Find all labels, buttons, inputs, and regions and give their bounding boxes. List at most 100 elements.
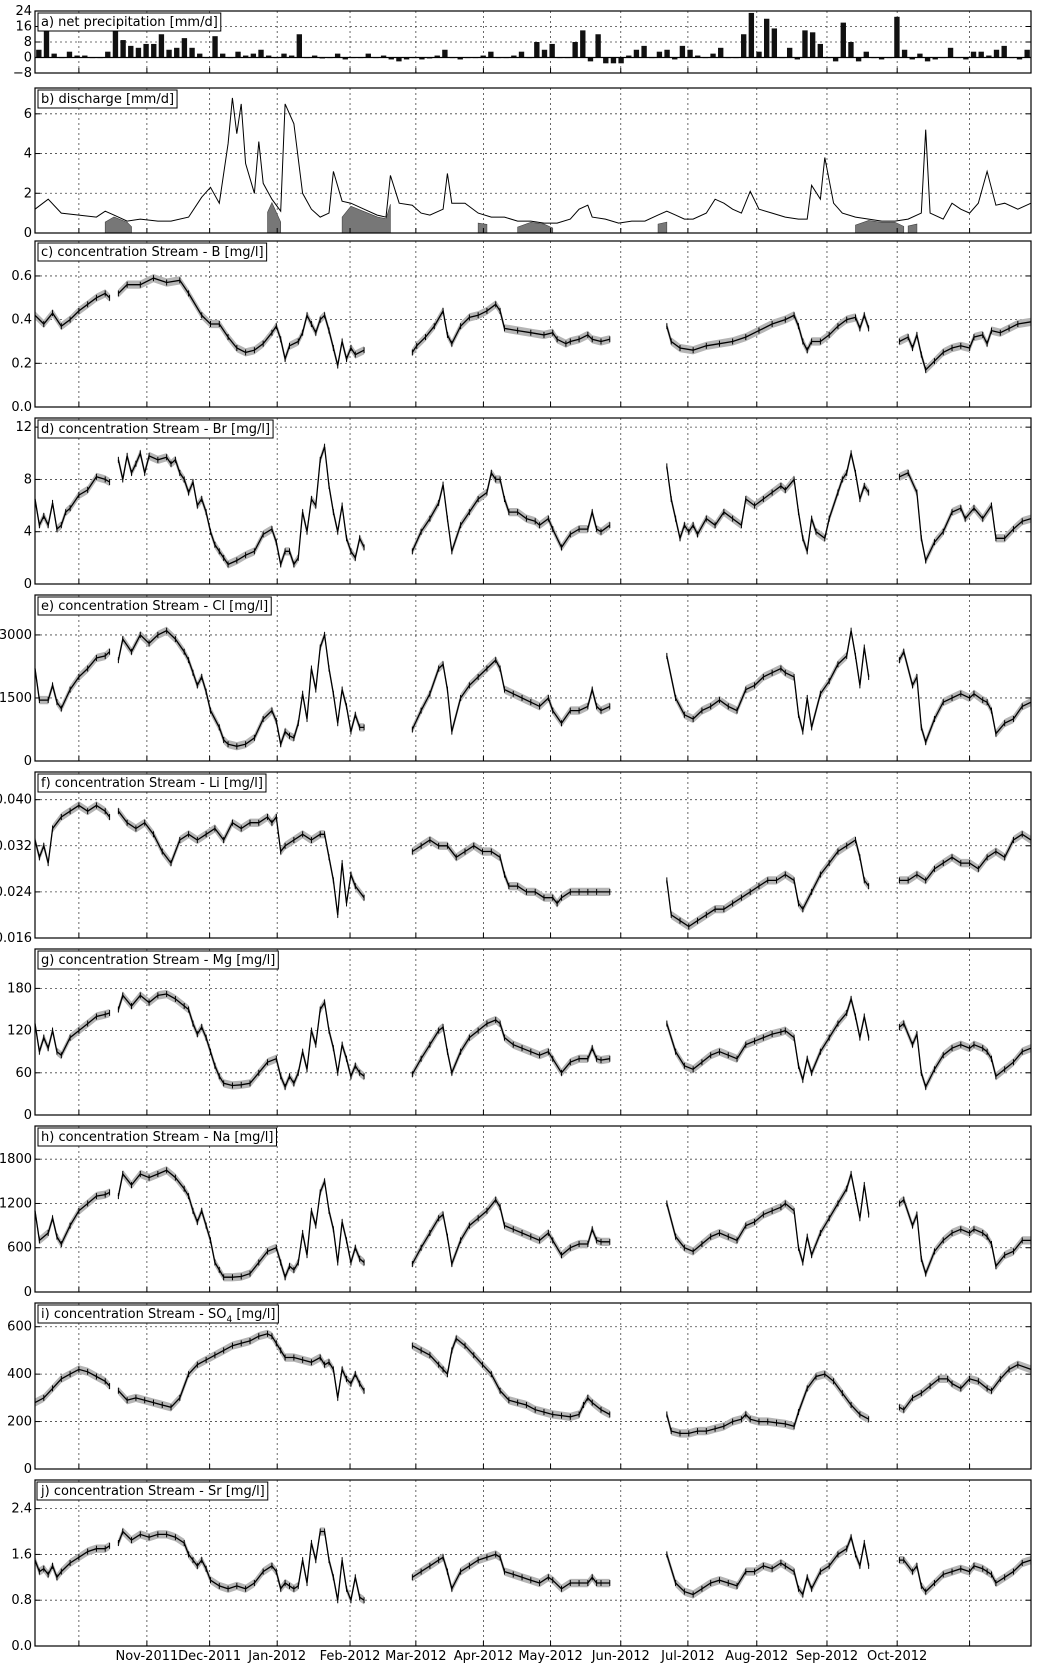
series-line (666, 313, 870, 352)
precip-bar (741, 34, 747, 58)
x-tick-label: Nov-2011 (115, 1649, 178, 1664)
precip-bar (1001, 45, 1007, 58)
precip-bar (901, 49, 908, 58)
y-tick-label: 0 (24, 1462, 32, 1477)
uncertainty-band (412, 300, 610, 357)
y-tick-label: 200 (7, 1415, 32, 1430)
uncertainty-band (666, 1169, 869, 1267)
x-tick-label: Sep-2012 (796, 1649, 858, 1664)
precip-bar (135, 47, 142, 58)
uncertainty-band (118, 1527, 365, 1605)
uncertainty-band (118, 626, 365, 751)
precip-bar (388, 57, 394, 60)
y-tick-label: 0.0 (11, 1639, 32, 1654)
precip-bar (794, 57, 801, 60)
panel-e: 0 1500 3000 e) concentration Stream - Cl [m… (0, 594, 1032, 769)
precip-bar (993, 49, 1000, 58)
precip-bar (534, 42, 540, 58)
series-line (666, 1373, 870, 1435)
panel-title-box (37, 419, 274, 439)
precip-bar (855, 57, 862, 62)
y-tick-label: 0 (24, 226, 32, 241)
series-line (411, 303, 610, 353)
y-tick-label: 0 (24, 754, 32, 769)
panel-g: 0 60 120 180 g) concentration Stream - Mg [m… (7, 948, 1032, 1123)
precip-bar (120, 40, 126, 58)
y-tick-label: 0.8 (11, 1593, 32, 1608)
uncertainty-band (412, 1195, 610, 1269)
x-tick-label: Aug-2012 (725, 1649, 788, 1664)
precip-bar (396, 57, 402, 62)
precip-bar (878, 57, 885, 60)
shaded-area (104, 216, 132, 234)
panel-title-box (37, 12, 222, 32)
precip-bar (848, 42, 854, 58)
y-tick-label: 4 (24, 147, 32, 162)
uncertainty-band (412, 1550, 610, 1593)
precip-bar (235, 51, 241, 58)
panel-title-box (36, 1481, 269, 1501)
panel-frame (34, 87, 1032, 234)
panel-title-box (37, 89, 178, 109)
shaded-area (657, 221, 668, 234)
y-tick-label: 60 (15, 1066, 32, 1081)
precip-bar (932, 57, 938, 60)
uncertainty-band (666, 626, 869, 736)
y-tick-label: 400 (7, 1367, 32, 1382)
panel-frame (34, 1302, 1032, 1470)
precip-bar (166, 49, 172, 58)
precip-bar (718, 47, 724, 58)
precip-bar (748, 12, 755, 58)
uncertainty-band (666, 449, 869, 556)
panel-h: 0 600 1200 1800 h) concentration Stream - Na… (0, 1125, 1032, 1300)
uncertainty-band (899, 647, 1031, 747)
precip-bar (695, 55, 701, 58)
precip-bar (1024, 49, 1030, 58)
series-line (117, 446, 365, 567)
panel-frame (34, 417, 1032, 585)
y-tick-label: 0 (24, 1108, 32, 1123)
y-tick-label: 0.024 (0, 885, 32, 900)
precip-bar (710, 53, 716, 58)
precip-bar (51, 53, 57, 58)
uncertainty-band (118, 274, 365, 370)
precip-bar (802, 30, 808, 58)
uncertainty-band (899, 1360, 1031, 1414)
precip-bar (633, 49, 640, 58)
series-line (34, 1368, 111, 1404)
panel-title-box (37, 773, 267, 793)
precip-bar (580, 30, 586, 58)
panel-title-box (37, 596, 272, 616)
panel-frame (34, 771, 1032, 939)
series-line (411, 471, 611, 552)
y-tick-label: 12 (15, 420, 32, 435)
precip-bar (511, 55, 517, 58)
series-line (117, 629, 365, 747)
precip-bar (480, 55, 486, 58)
precip-bar (664, 49, 670, 58)
precip-bar (197, 53, 203, 58)
precip-bar (917, 53, 923, 58)
y-tick-label: 0.032 (0, 839, 32, 854)
precip-bar (296, 34, 303, 58)
precip-bar (687, 49, 693, 58)
y-tick-label: 0.040 (0, 793, 32, 808)
precip-bar (618, 57, 624, 64)
panel-frame (34, 240, 1032, 408)
uncertainty-band (412, 656, 610, 736)
uncertainty-band (118, 1166, 365, 1282)
precip-bar (250, 53, 257, 58)
precip-bar (909, 57, 915, 60)
precip-bar (311, 55, 318, 58)
precip-bar (679, 45, 686, 58)
panel-title: f) concentration Stream - Li [mg/l] (41, 776, 263, 791)
x-tick-label: Dec-2011 (178, 1649, 241, 1664)
y-tick-label: 16 (15, 20, 32, 35)
y-tick-label: 0 (24, 51, 32, 66)
uncertainty-band (35, 1188, 110, 1249)
x-tick-label: Jul-2012 (660, 1649, 714, 1664)
precip-bar (457, 57, 463, 60)
y-tick-label: 24 (15, 4, 32, 19)
uncertainty-band (412, 835, 610, 908)
y-tick-label: 180 (7, 981, 32, 996)
